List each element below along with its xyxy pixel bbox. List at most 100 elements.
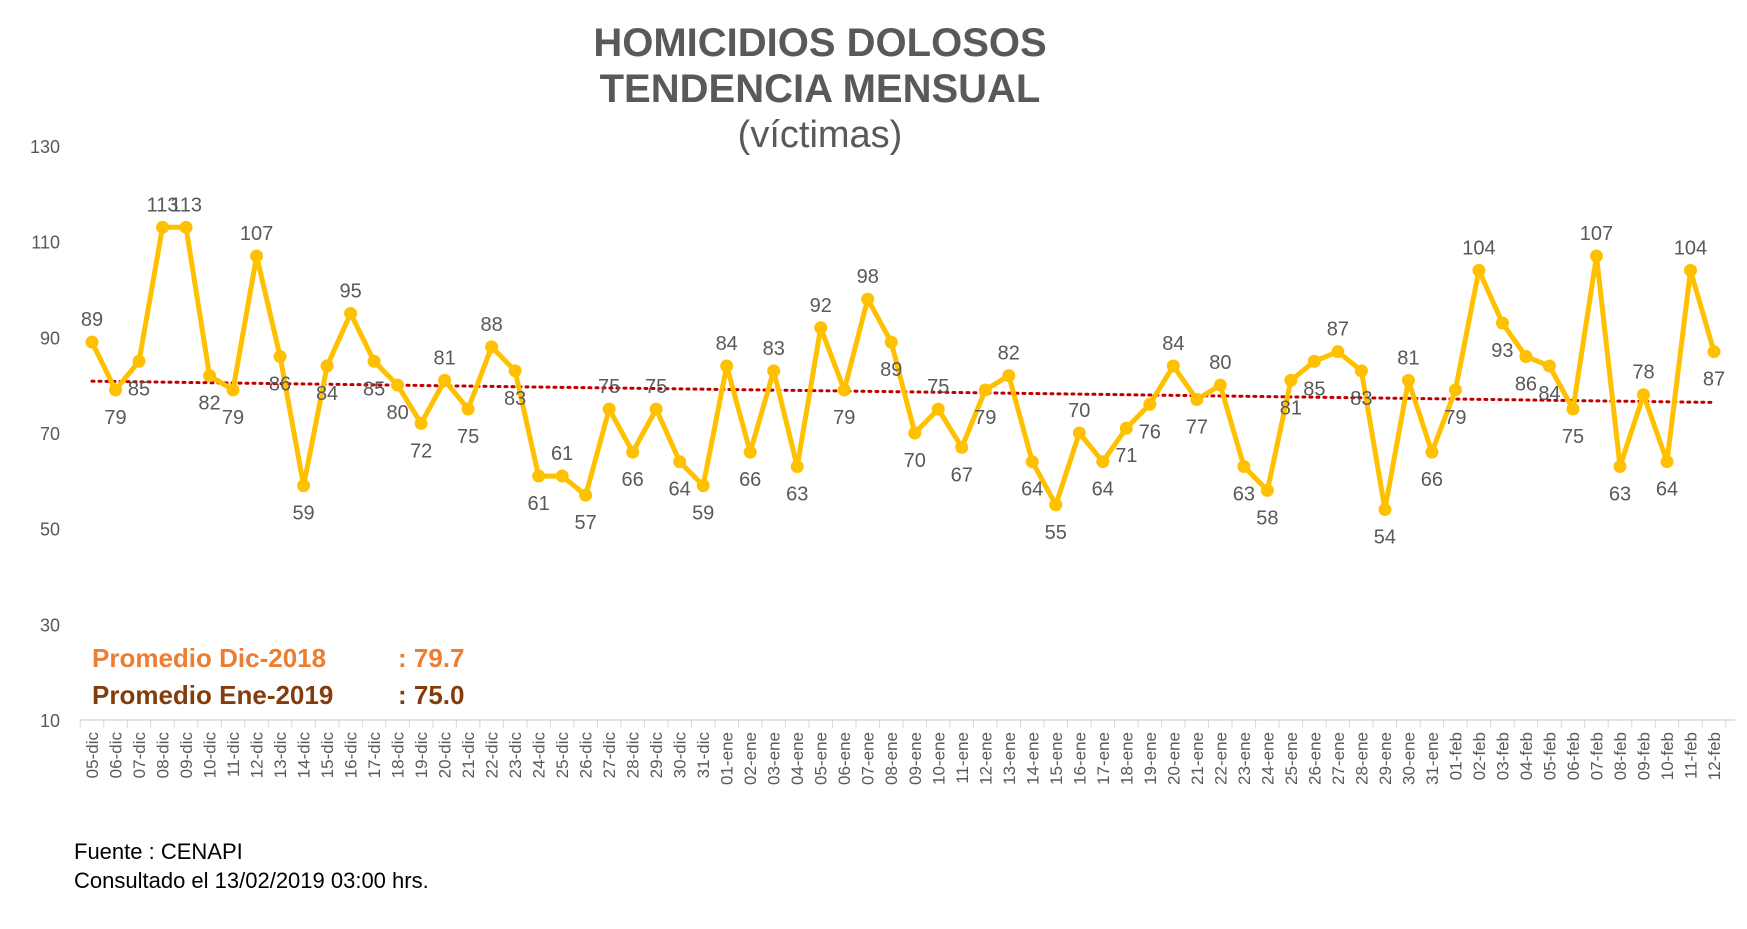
data-label: 75	[457, 426, 479, 448]
label-layer: 8979851131138279107865984958580728175888…	[81, 194, 1725, 548]
x-tick-label: 31-dic	[694, 732, 713, 779]
x-tick-label: 17-ene	[1094, 732, 1113, 785]
data-point	[1448, 383, 1462, 397]
x-tick-label: 12-feb	[1705, 732, 1724, 780]
x-tick-label: 20-dic	[436, 732, 455, 779]
chart-subtitle: (víctimas)	[737, 114, 903, 156]
x-tick-label: 27-ene	[1329, 732, 1348, 785]
data-point	[767, 364, 781, 378]
average-label: Promedio Dic-2018	[92, 643, 326, 673]
data-label: 79	[1444, 407, 1466, 429]
data-label: 104	[1462, 237, 1495, 259]
x-tick-label: 23-dic	[506, 732, 525, 779]
data-point	[1683, 263, 1697, 277]
x-tick-label: 12-dic	[248, 732, 267, 779]
data-label: 66	[739, 469, 761, 491]
data-point	[1519, 349, 1533, 363]
x-tick-label: 30-dic	[671, 732, 690, 779]
data-point	[555, 469, 569, 483]
data-point	[1025, 455, 1039, 469]
data-point	[790, 459, 804, 473]
average-annotation: Promedio Ene-2019: 75.0	[92, 680, 465, 710]
data-label: 71	[1115, 445, 1137, 467]
data-label: 85	[363, 378, 385, 400]
data-label: 81	[1280, 397, 1302, 419]
x-tick-label: 09-feb	[1634, 732, 1653, 780]
x-tick-label: 04-feb	[1517, 732, 1536, 780]
data-point	[1284, 373, 1298, 387]
y-tick-label: 90	[40, 328, 60, 348]
data-label: 59	[292, 503, 314, 525]
data-point	[1119, 421, 1133, 435]
data-label: 113	[147, 194, 179, 216]
data-label: 63	[1233, 483, 1255, 505]
data-label: 87	[1327, 319, 1349, 341]
x-tick-label: 26-ene	[1305, 732, 1324, 785]
source-note: Fuente : CENAPI	[74, 839, 243, 864]
data-label: 87	[1703, 369, 1725, 391]
x-tick-label: 03-feb	[1493, 732, 1512, 780]
data-label: 67	[951, 464, 973, 486]
x-tick-label: 19-ene	[1141, 732, 1160, 785]
data-label: 70	[904, 450, 926, 472]
x-tick-label: 10-dic	[201, 732, 220, 779]
x-tick-label: 26-dic	[577, 732, 596, 779]
data-point	[1707, 345, 1721, 359]
data-label: 75	[598, 376, 620, 398]
consulted-note: Consultado el 13/02/2019 03:00 hrs.	[74, 868, 429, 893]
data-point	[297, 479, 311, 493]
average-value: : 79.7	[398, 643, 465, 673]
x-tick-label: 18-ene	[1117, 732, 1136, 785]
data-point	[1049, 498, 1063, 512]
data-point	[931, 402, 945, 416]
data-point	[1495, 316, 1509, 330]
data-point	[978, 383, 992, 397]
data-point	[1260, 483, 1274, 497]
average-annotation: Promedio Dic-2018 : 79.7	[92, 643, 465, 673]
data-label: 78	[1632, 362, 1654, 384]
data-label: 86	[269, 373, 291, 395]
x-tick-label: 17-dic	[365, 732, 384, 779]
data-point	[438, 373, 452, 387]
x-tick-label: 31-ene	[1423, 732, 1442, 785]
y-tick-label: 70	[40, 424, 60, 444]
data-label: 93	[1491, 340, 1513, 362]
data-point	[1190, 393, 1204, 407]
data-point	[1378, 503, 1392, 517]
data-point	[1542, 359, 1556, 373]
data-label: 57	[575, 512, 597, 534]
data-point	[132, 354, 146, 368]
data-label: 64	[1092, 479, 1114, 501]
data-point	[1660, 455, 1674, 469]
data-label: 76	[1139, 421, 1161, 443]
chart-title-line2: TENDENCIA MENSUAL	[599, 67, 1041, 111]
data-point	[884, 335, 898, 349]
x-tick-label: 13-dic	[271, 732, 290, 779]
x-tick-label: 21-ene	[1188, 732, 1207, 785]
x-tick-label: 30-ene	[1399, 732, 1418, 785]
x-tick-label: 24-dic	[530, 732, 549, 779]
x-tick-label: 01-feb	[1446, 732, 1465, 780]
data-point	[203, 369, 217, 383]
y-tick-label: 130	[30, 137, 60, 157]
data-point	[250, 249, 264, 263]
chart-title-block: HOMICIDIOS DOLOSOS TENDENCIA MENSUAL (ví…	[520, 20, 1120, 158]
x-tick-label: 07-feb	[1587, 732, 1606, 780]
data-point	[696, 479, 710, 493]
x-tick-label: 03-ene	[765, 732, 784, 785]
data-label: 63	[1609, 483, 1631, 505]
data-label: 54	[1374, 527, 1396, 549]
data-label: 64	[1656, 479, 1678, 501]
data-point	[1589, 249, 1603, 263]
data-point	[85, 335, 99, 349]
data-point	[649, 402, 663, 416]
data-point	[179, 220, 193, 234]
x-tick-label: 14-dic	[295, 732, 314, 779]
x-tick-label: 19-dic	[412, 732, 431, 779]
data-label: 83	[504, 388, 526, 410]
data-point	[461, 402, 475, 416]
data-label: 55	[1045, 522, 1067, 544]
data-point	[602, 402, 616, 416]
data-label: 70	[1068, 400, 1090, 422]
data-label: 107	[240, 223, 273, 245]
